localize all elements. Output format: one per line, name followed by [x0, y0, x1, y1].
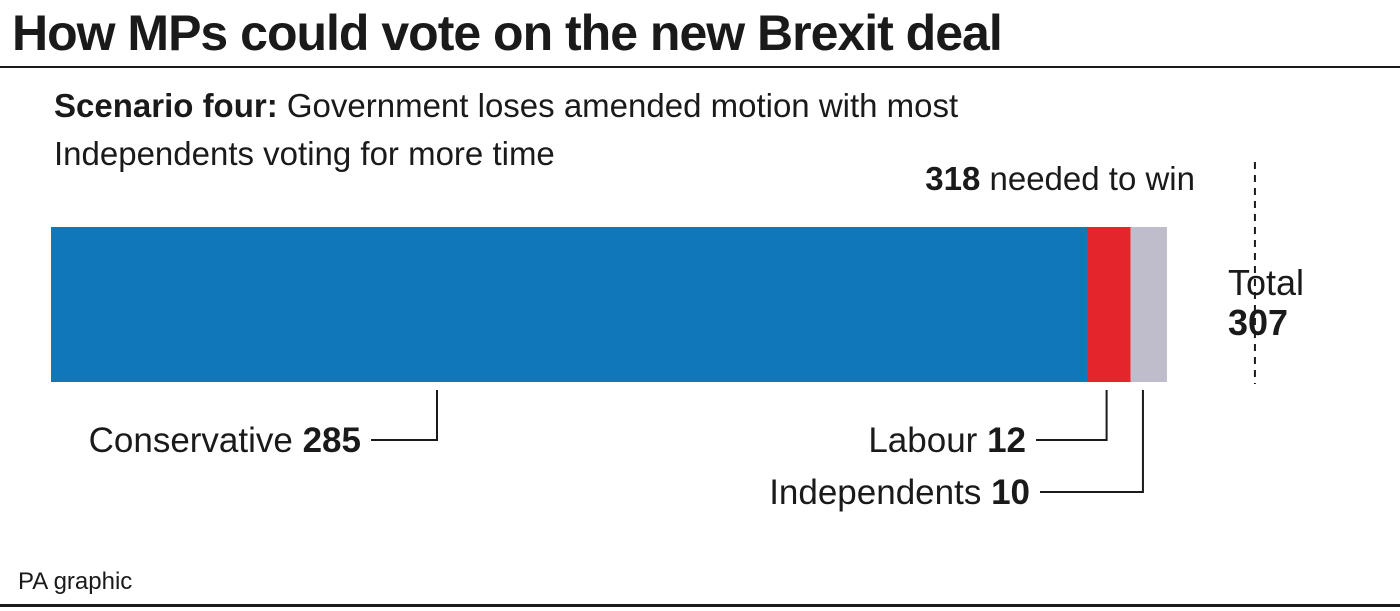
subtitle-scenario: Scenario four: [54, 87, 278, 124]
leader-line-labour [1036, 390, 1108, 441]
leader-line-conservative [371, 390, 438, 441]
total-label: Total [1228, 262, 1305, 303]
threshold-text: needed to win [980, 160, 1195, 197]
bar-segment-labour [1086, 227, 1131, 382]
bar-segment-conservative [51, 227, 1087, 382]
label-name-labour: Labour [868, 421, 987, 460]
source-credit: PA graphic [18, 568, 133, 595]
footer-divider [0, 604, 1400, 607]
chart-title: How MPs could vote on the new Brexit dea… [12, 5, 1003, 61]
threshold-value: 318 [925, 160, 981, 197]
leader-line-independents [1040, 390, 1144, 493]
bar-segment-independents [1130, 227, 1167, 382]
label-name-conservative: Conservative [89, 421, 303, 460]
chart-subtitle: Scenario four: Government loses amended … [54, 82, 1154, 178]
label-name-independents: Independents [769, 473, 991, 512]
label-value-independents: 10 [991, 473, 1030, 512]
label-independents: Independents 10 [769, 473, 1030, 512]
label-labour: Labour 12 [868, 421, 1026, 460]
label-conservative: Conservative 285 [89, 421, 361, 460]
threshold-annotation: 318 needed to win [925, 160, 1195, 198]
label-value-labour: 12 [987, 421, 1026, 460]
label-value-conservative: 285 [303, 421, 361, 460]
title-divider [0, 66, 1400, 68]
total-value: 307 [1228, 302, 1289, 343]
subtitle-description: Government loses amended motion with mos… [54, 87, 959, 172]
